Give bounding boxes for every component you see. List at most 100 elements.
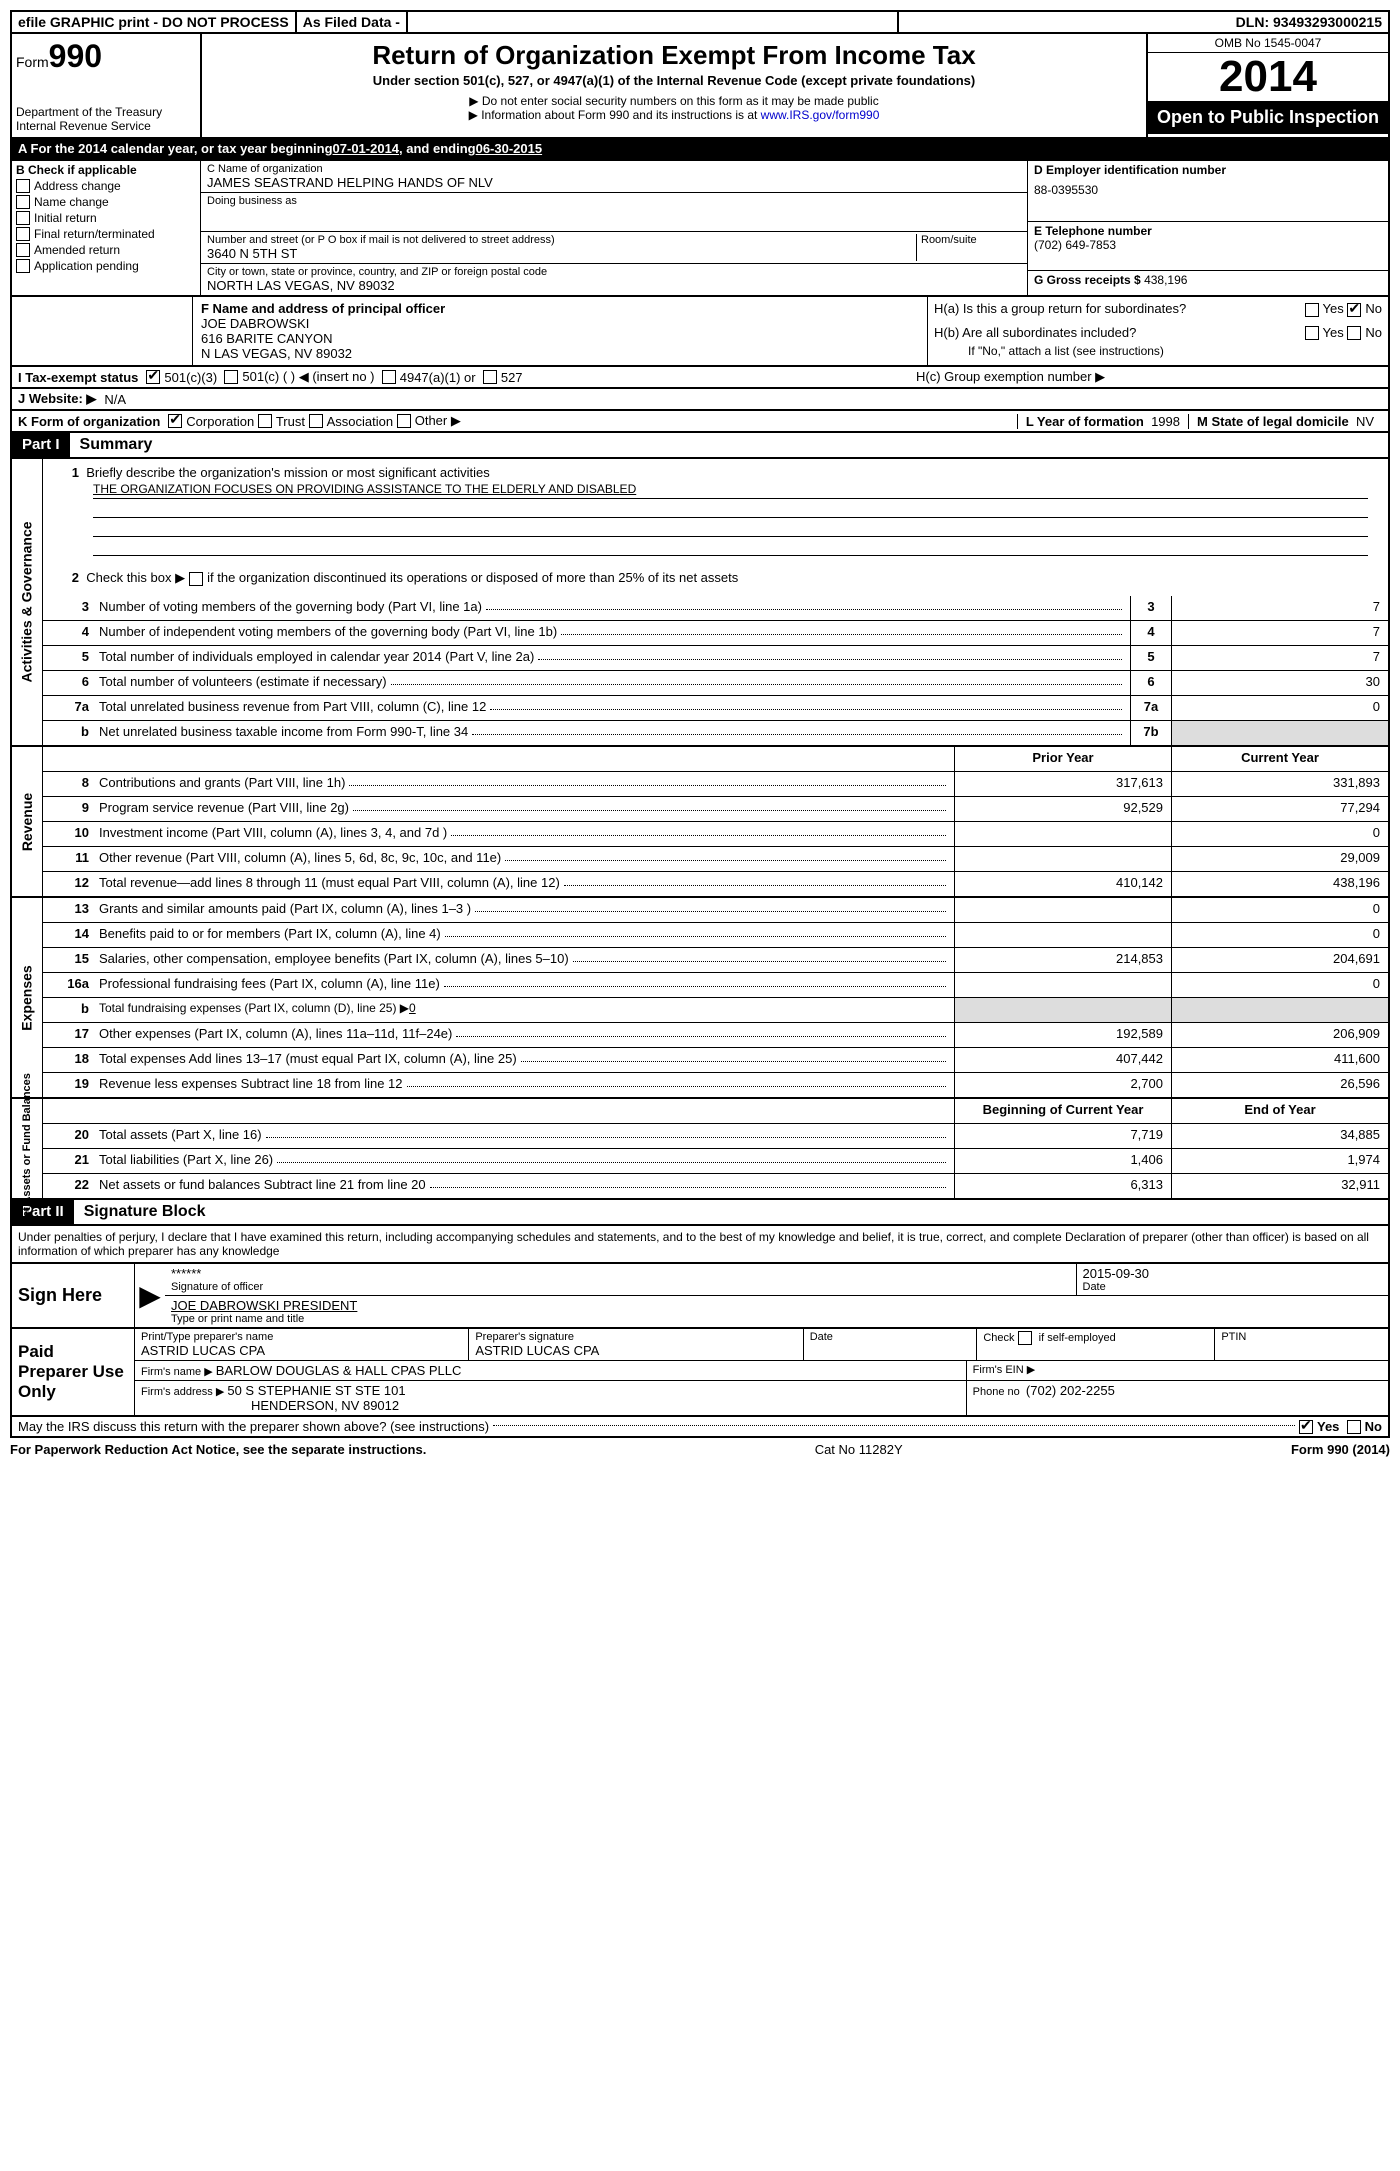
ssn-note: ▶ Do not enter social security numbers o… xyxy=(212,94,1136,108)
check-final-return[interactable] xyxy=(16,227,30,241)
l8-curr: 331,893 xyxy=(1171,772,1388,796)
check-self-employed[interactable] xyxy=(1018,1331,1032,1345)
l14-curr: 0 xyxy=(1171,923,1388,947)
check-527[interactable] xyxy=(483,370,497,384)
section-revenue: Revenue Prior YearCurrent Year 8Contribu… xyxy=(10,747,1390,898)
irs-label: Internal Revenue Service xyxy=(16,119,196,133)
entity-info: B Check if applicable Address change Nam… xyxy=(10,160,1390,297)
l20-eoy: 34,885 xyxy=(1171,1124,1388,1148)
state-domicile: NV xyxy=(1356,414,1374,429)
check-assoc[interactable] xyxy=(309,414,323,428)
gross-receipts: 438,196 xyxy=(1144,273,1187,287)
l15-prior: 214,853 xyxy=(954,948,1171,972)
asfiled-label: As Filed Data - xyxy=(297,12,408,32)
tax-year-line: A For the 2014 calendar year, or tax yea… xyxy=(10,139,1390,160)
l21-eoy: 1,974 xyxy=(1171,1149,1388,1173)
form-header: Form990 Department of the Treasury Inter… xyxy=(10,34,1390,139)
l11-curr: 29,009 xyxy=(1171,847,1388,871)
l17-curr: 206,909 xyxy=(1171,1023,1388,1047)
l19-curr: 26,596 xyxy=(1171,1073,1388,1097)
check-trust[interactable] xyxy=(258,414,272,428)
perjury-statement: Under penalties of perjury, I declare th… xyxy=(10,1226,1390,1264)
firm-addr1: 50 S STEPHANIE ST STE 101 xyxy=(227,1383,405,1398)
check-501c[interactable] xyxy=(224,370,238,384)
section-governance: Activities & Governance 1 Briefly descri… xyxy=(10,459,1390,747)
l8-prior: 317,613 xyxy=(954,772,1171,796)
arrow-icon: ▶ xyxy=(135,1264,165,1327)
col-b-checkboxes: B Check if applicable Address change Nam… xyxy=(12,161,201,295)
tax-exempt-status: I Tax-exempt status 501(c)(3) 501(c) ( )… xyxy=(10,367,1390,389)
part2-header: Part II Signature Block xyxy=(10,1200,1390,1226)
top-bar: efile GRAPHIC print - DO NOT PROCESS As … xyxy=(10,10,1390,34)
l18-prior: 407,442 xyxy=(954,1048,1171,1072)
year-formation: 1998 xyxy=(1151,414,1180,429)
check-application-pending[interactable] xyxy=(16,259,30,273)
discuss-no[interactable] xyxy=(1347,1420,1361,1434)
l5-val: 7 xyxy=(1171,646,1388,670)
firm-addr2: HENDERSON, NV 89012 xyxy=(251,1398,399,1413)
l22-eoy: 32,911 xyxy=(1171,1174,1388,1198)
l7a-val: 0 xyxy=(1171,696,1388,720)
officer-group-section: F Name and address of principal officer … xyxy=(10,297,1390,367)
form-title: Return of Organization Exempt From Incom… xyxy=(212,40,1136,71)
check-name-change[interactable] xyxy=(16,195,30,209)
check-corp[interactable] xyxy=(168,414,182,428)
sign-date: 2015-09-30 xyxy=(1083,1266,1383,1281)
page-footer: For Paperwork Reduction Act Notice, see … xyxy=(10,1438,1390,1461)
firm-phone: (702) 202-2255 xyxy=(1026,1383,1115,1398)
l15-curr: 204,691 xyxy=(1171,948,1388,972)
check-4947[interactable] xyxy=(382,370,396,384)
telephone: (702) 649-7853 xyxy=(1034,238,1382,252)
hb-no[interactable] xyxy=(1347,326,1361,340)
check-501c3[interactable] xyxy=(146,370,160,384)
l12-prior: 410,142 xyxy=(954,872,1171,896)
l9-prior: 92,529 xyxy=(954,797,1171,821)
l22-boy: 6,313 xyxy=(954,1174,1171,1198)
officer-name: JOE DABROWSKI xyxy=(201,316,919,331)
form-subtitle: Under section 501(c), 527, or 4947(a)(1)… xyxy=(212,73,1136,88)
omb-number: OMB No 1545-0047 xyxy=(1148,34,1388,53)
discuss-row: May the IRS discuss this return with the… xyxy=(10,1417,1390,1438)
l21-boy: 1,406 xyxy=(954,1149,1171,1173)
officer-signature: ****** xyxy=(171,1266,1070,1281)
discuss-yes[interactable] xyxy=(1299,1420,1313,1434)
l17-prior: 192,589 xyxy=(954,1023,1171,1047)
officer-printed-name: JOE DABROWSKI PRESIDENT xyxy=(171,1298,1382,1313)
tax-year: 2014 xyxy=(1148,53,1388,101)
check-other[interactable] xyxy=(397,414,411,428)
l19-prior: 2,700 xyxy=(954,1073,1171,1097)
hb-yes[interactable] xyxy=(1305,326,1319,340)
dln: DLN: 93493293000215 xyxy=(899,12,1388,32)
l16a-curr: 0 xyxy=(1171,973,1388,997)
l16b-val: 0 xyxy=(409,1001,416,1015)
form-number: Form990 xyxy=(16,38,196,75)
l6-val: 30 xyxy=(1171,671,1388,695)
check-address-change[interactable] xyxy=(16,179,30,193)
l4-val: 7 xyxy=(1171,621,1388,645)
officer-addr1: 616 BARITE CANYON xyxy=(201,331,919,346)
efile-label: efile GRAPHIC print - DO NOT PROCESS xyxy=(12,12,297,32)
org-street: 3640 N 5TH ST xyxy=(207,246,916,261)
website: N/A xyxy=(104,392,126,407)
paid-preparer-block: Paid Preparer Use Only Print/Type prepar… xyxy=(10,1329,1390,1417)
org-name: JAMES SEASTRAND HELPING HANDS OF NLV xyxy=(207,175,1021,190)
mission-text: THE ORGANIZATION FOCUSES ON PROVIDING AS… xyxy=(93,482,1368,499)
l18-curr: 411,600 xyxy=(1171,1048,1388,1072)
website-row: J Website: ▶ N/A xyxy=(10,389,1390,411)
l10-curr: 0 xyxy=(1171,822,1388,846)
irs-link[interactable]: www.IRS.gov/form990 xyxy=(761,108,880,122)
l12-curr: 438,196 xyxy=(1171,872,1388,896)
ha-no[interactable] xyxy=(1347,303,1361,317)
ha-yes[interactable] xyxy=(1305,303,1319,317)
l13-curr: 0 xyxy=(1171,898,1388,922)
preparer-name: ASTRID LUCAS CPA xyxy=(141,1343,462,1358)
check-discontinued[interactable] xyxy=(189,572,203,586)
section-expenses: Expenses 13Grants and similar amounts pa… xyxy=(10,898,1390,1099)
form-org-row: K Form of organization Corporation Trust… xyxy=(10,411,1390,433)
section-net-assets: Net Assets or Fund Balances Beginning of… xyxy=(10,1099,1390,1200)
check-amended[interactable] xyxy=(16,243,30,257)
l9-curr: 77,294 xyxy=(1171,797,1388,821)
org-city: NORTH LAS VEGAS, NV 89032 xyxy=(207,278,1021,293)
sign-here-block: Sign Here ▶ ******Signature of officer 2… xyxy=(10,1264,1390,1329)
check-initial-return[interactable] xyxy=(16,211,30,225)
